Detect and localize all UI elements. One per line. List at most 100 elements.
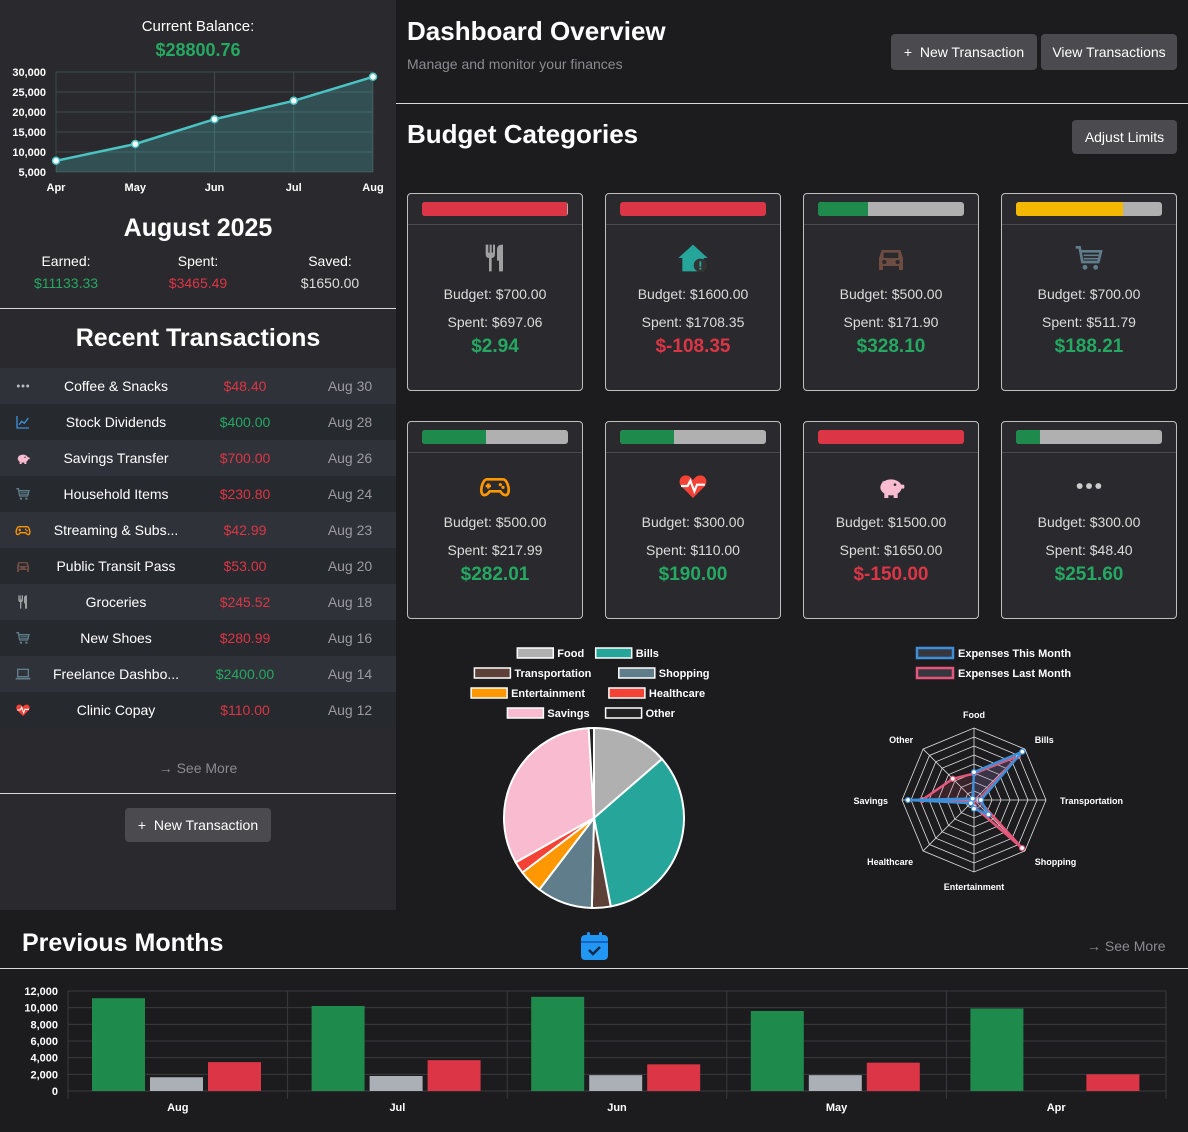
page-subtitle: Manage and monitor your finances [407, 56, 623, 72]
spent-amount: Spent: $171.90 [843, 314, 939, 330]
legend-swatch [506, 707, 545, 719]
data-point [51, 156, 61, 166]
transaction-row[interactable]: Freelance Dashbo... $2400.00 Aug 14 [0, 656, 396, 692]
transaction-icon [0, 450, 46, 466]
header-new-transaction-button[interactable]: + New Transaction [891, 34, 1037, 70]
remaining-amount: $190.00 [658, 564, 728, 585]
new-transaction-button[interactable]: + New Transaction [125, 808, 271, 842]
y-tick-label: 12,000 [24, 986, 58, 998]
transaction-row[interactable]: Streaming & Subs... $42.99 Aug 23 [0, 512, 396, 548]
budget-card[interactable]: Budget: $1600.00 Spent: $1708.35 $-108.35 [605, 193, 781, 391]
transaction-row[interactable]: Stock Dividends $400.00 Aug 28 [0, 404, 396, 440]
expense-radar-chart: Expenses This Month Expenses Last Month Fo… [853, 646, 1123, 892]
transaction-row[interactable]: Public Transit Pass $53.00 Aug 20 [0, 548, 396, 584]
budget-amount: Budget: $500.00 [443, 514, 547, 530]
see-more-months-link[interactable]: → See More [1087, 938, 1166, 954]
legend-label: Bills [636, 648, 659, 660]
transaction-row[interactable]: Groceries $245.52 Aug 18 [0, 584, 396, 620]
transaction-row[interactable]: Savings Transfer $700.00 Aug 26 [0, 440, 396, 476]
budget-card[interactable]: Budget: $300.00 Spent: $110.00 $190.00 [605, 421, 781, 619]
transaction-name: Savings Transfer [63, 450, 169, 466]
transaction-row[interactable]: Household Items $230.80 Aug 24 [0, 476, 396, 512]
card-divider [606, 224, 780, 225]
transaction-row[interactable]: Coffee & Snacks $48.40 Aug 30 [0, 368, 396, 404]
transaction-row[interactable]: Clinic Copay $110.00 Aug 12 [0, 692, 396, 728]
balance-label: Current Balance: [141, 18, 255, 35]
budget-card[interactable]: Budget: $700.00 Spent: $697.06 $2.94 [407, 193, 583, 391]
radar-point [977, 796, 984, 804]
budget-amount: Budget: $700.00 [443, 286, 547, 302]
bottom-divider [0, 968, 1188, 969]
card-icon-wrap [408, 242, 582, 274]
radar-axis-label: Transportation [1060, 796, 1123, 806]
transaction-amount: $700.00 [219, 450, 271, 466]
saved-value: $1650.00 [300, 275, 360, 291]
transaction-icon [0, 486, 46, 502]
spent-amount: Spent: $511.79 [1042, 314, 1136, 330]
budget-progress-bar [620, 202, 766, 216]
legend-swatch [915, 666, 955, 680]
house-alert-icon [678, 244, 708, 272]
bar [208, 1062, 261, 1091]
pie-slice [592, 757, 685, 908]
x-tick-label: Jul [389, 1102, 405, 1114]
budget-card[interactable]: Budget: $500.00 Spent: $217.99 $282.01 [407, 421, 583, 619]
bar [866, 1062, 920, 1091]
budget-card[interactable]: Budget: $1500.00 Spent: $1650.00 $-150.00 [803, 421, 979, 619]
page-title: Dashboard Overview [407, 16, 666, 46]
x-tick-label: Apr [1047, 1102, 1067, 1114]
radar-spoke [922, 799, 975, 852]
see-more-transactions-link[interactable]: → See More [158, 760, 238, 776]
card-icon-wrap [1002, 470, 1176, 502]
utensils-icon [485, 244, 503, 272]
bar [369, 1076, 423, 1091]
balance-value: $28800.76 [155, 40, 241, 60]
y-tick-label: 10,000 [24, 1003, 58, 1015]
transaction-icon [0, 378, 46, 394]
bar [92, 998, 145, 1091]
x-tick-label: Aug [362, 182, 383, 194]
legend-label: Expenses Last Month [958, 668, 1071, 680]
y-tick-label: 4,000 [30, 1053, 58, 1065]
budget-amount: Budget: $300.00 [1037, 514, 1141, 530]
remaining-amount: $-108.35 [655, 336, 731, 357]
calendar-icon[interactable] [580, 932, 609, 961]
budget-card[interactable]: Budget: $700.00 Spent: $511.79 $188.21 [1001, 193, 1177, 391]
transaction-icon [0, 522, 46, 538]
view-transactions-button[interactable]: View Transactions [1041, 34, 1177, 70]
transaction-row[interactable]: New Shoes $280.99 Aug 16 [0, 620, 396, 656]
radar-point [969, 795, 976, 802]
budget-card[interactable]: Budget: $300.00 Spent: $48.40 $251.60 [1001, 421, 1177, 619]
card-divider [408, 224, 582, 225]
card-icon-wrap [606, 242, 780, 274]
adjust-limits-button[interactable]: Adjust Limits [1072, 120, 1177, 154]
transaction-amount: $2400.00 [215, 666, 275, 682]
pie-slice [503, 727, 596, 864]
transaction-list: Coffee & Snacks $48.40 Aug 30 Stock Dividen… [0, 368, 396, 728]
legend-label: Expenses This Month [958, 648, 1071, 660]
card-icon-wrap [804, 242, 978, 274]
budget-progress-bar [1016, 202, 1162, 216]
radar-axis-label: Food [963, 710, 985, 720]
car-icon [17, 562, 29, 572]
transaction-date: Aug 30 [327, 378, 373, 394]
budget-progress-bar [422, 202, 568, 216]
bar [427, 1060, 481, 1091]
radar-axis-label: Shopping [1035, 857, 1077, 867]
y-tick-label: 20,000 [12, 107, 46, 119]
budget-progress-fill [818, 202, 869, 216]
piggy-bank-icon [17, 454, 30, 464]
budget-amount: Budget: $1600.00 [637, 286, 749, 302]
transaction-icon [0, 702, 46, 718]
card-divider [804, 224, 978, 225]
remaining-amount: $251.60 [1054, 564, 1124, 585]
budget-progress-bar [620, 430, 766, 444]
spent-amount: Spent: $1650.00 [839, 542, 943, 558]
transaction-icon [0, 414, 46, 430]
y-tick-label: 30,000 [12, 67, 46, 79]
spent-amount: Spent: $48.40 [1045, 542, 1133, 558]
budget-card[interactable]: Budget: $500.00 Spent: $171.90 $328.10 [803, 193, 979, 391]
card-icon-wrap [408, 470, 582, 502]
legend-label: Transportation [514, 668, 591, 680]
